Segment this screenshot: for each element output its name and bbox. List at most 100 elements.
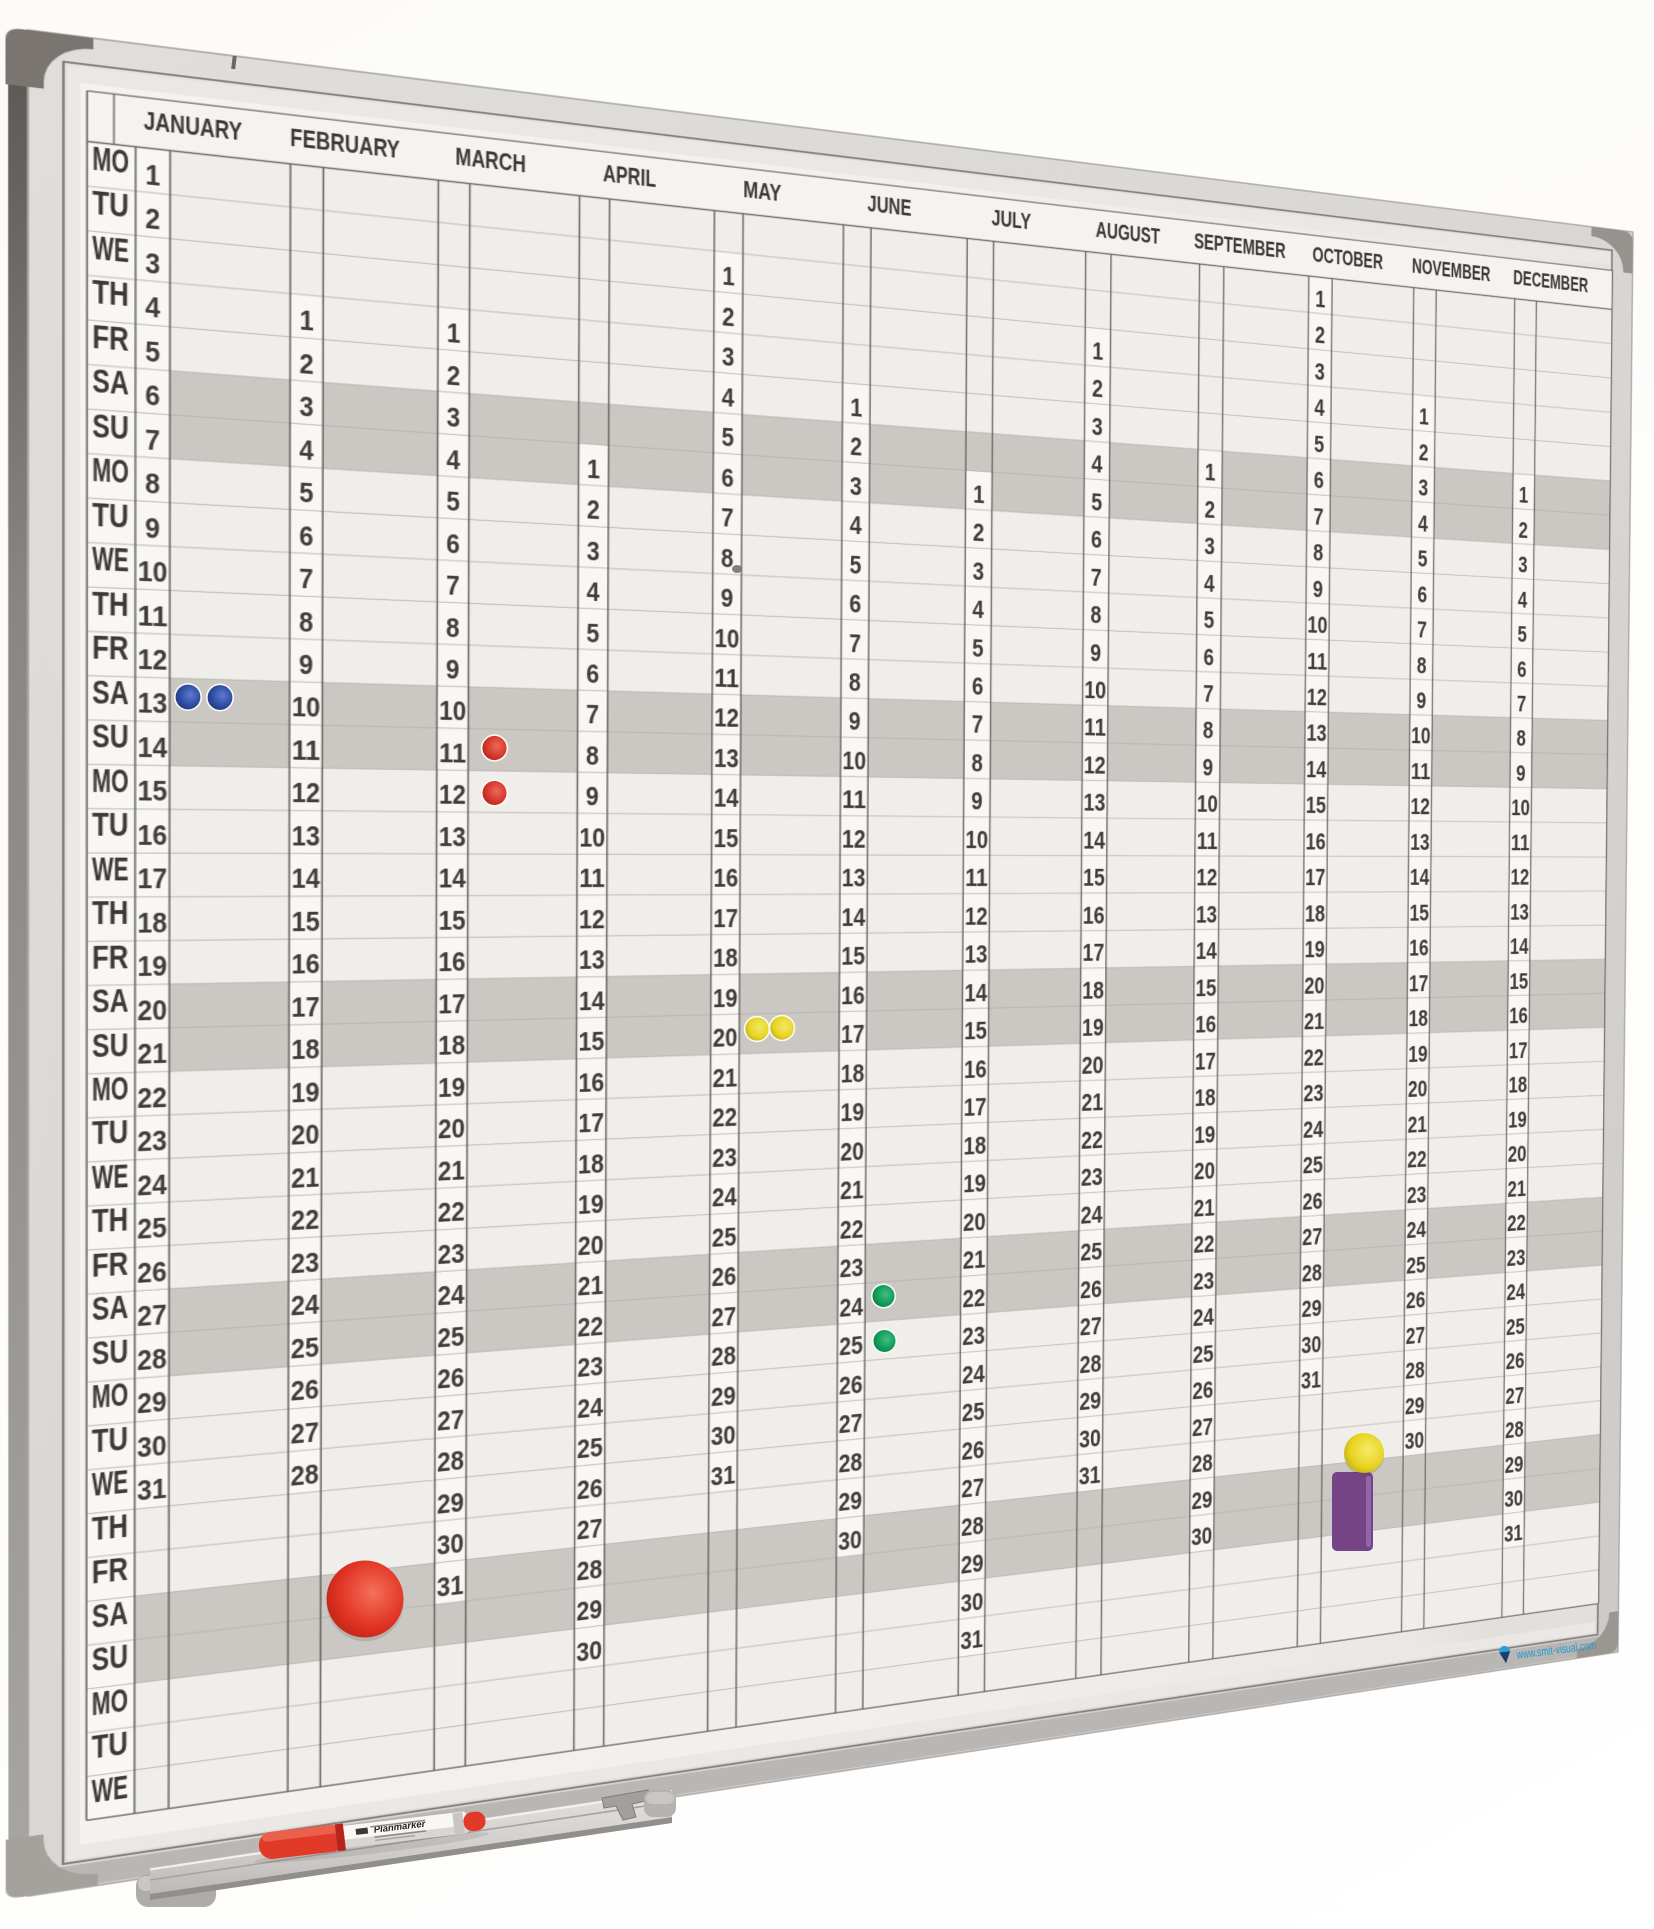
svg-text:2: 2 [145, 203, 160, 236]
svg-text:9: 9 [1090, 639, 1101, 667]
svg-text:2: 2 [1315, 322, 1325, 349]
svg-text:16: 16 [1083, 902, 1105, 929]
svg-text:26: 26 [1406, 1287, 1426, 1314]
svg-text:5: 5 [972, 634, 984, 662]
svg-text:24: 24 [291, 1290, 319, 1323]
svg-text:14: 14 [1196, 938, 1217, 965]
svg-text:4: 4 [1418, 511, 1428, 537]
svg-text:19: 19 [713, 984, 738, 1013]
svg-text:25: 25 [437, 1322, 464, 1354]
svg-text:15: 15 [1083, 865, 1105, 892]
svg-text:MO: MO [92, 1071, 128, 1108]
svg-text:16: 16 [578, 1068, 604, 1098]
svg-text:27: 27 [839, 1409, 863, 1439]
svg-text:21: 21 [137, 1039, 167, 1071]
svg-text:SA: SA [92, 364, 129, 403]
svg-text:MAY: MAY [743, 177, 781, 207]
svg-text:19: 19 [1082, 1015, 1104, 1043]
svg-text:20: 20 [578, 1231, 604, 1262]
svg-text:20: 20 [1408, 1077, 1428, 1103]
svg-text:5: 5 [849, 551, 861, 580]
svg-text:12: 12 [1196, 865, 1217, 892]
svg-text:14: 14 [1510, 934, 1529, 959]
svg-text:23: 23 [291, 1247, 319, 1279]
svg-text:30: 30 [1301, 1331, 1321, 1359]
svg-text:27: 27 [1302, 1224, 1322, 1251]
svg-text:1: 1 [587, 454, 600, 484]
svg-text:11: 11 [1511, 831, 1530, 856]
svg-text:11: 11 [1084, 714, 1106, 742]
svg-text:8: 8 [1090, 601, 1101, 629]
svg-text:17: 17 [964, 1094, 987, 1122]
svg-text:9: 9 [299, 650, 313, 681]
svg-text:21: 21 [1507, 1176, 1526, 1202]
svg-text:29: 29 [1505, 1451, 1524, 1478]
svg-text:28: 28 [1302, 1260, 1322, 1287]
svg-text:MO: MO [92, 1683, 128, 1723]
svg-text:9: 9 [1202, 754, 1213, 781]
svg-text:SA: SA [92, 674, 129, 711]
svg-text:15: 15 [438, 906, 465, 936]
svg-text:28: 28 [961, 1512, 984, 1542]
svg-text:26: 26 [839, 1371, 863, 1401]
svg-text:22: 22 [438, 1197, 465, 1228]
svg-text:WE: WE [92, 852, 129, 888]
svg-text:17: 17 [1305, 865, 1325, 891]
svg-text:13: 13 [1084, 790, 1106, 817]
svg-text:14: 14 [964, 979, 987, 1007]
svg-text:9: 9 [446, 655, 460, 686]
svg-text:19: 19 [963, 1170, 986, 1199]
svg-text:1: 1 [1519, 483, 1529, 509]
svg-text:12: 12 [1510, 865, 1529, 890]
svg-text:2: 2 [447, 360, 461, 391]
svg-text:30: 30 [711, 1421, 736, 1452]
svg-text:14: 14 [439, 864, 466, 894]
svg-text:7: 7 [299, 564, 313, 596]
svg-text:1: 1 [1419, 404, 1429, 430]
svg-text:30: 30 [838, 1525, 862, 1556]
svg-text:24: 24 [1407, 1217, 1427, 1244]
svg-text:JULY: JULY [992, 206, 1032, 235]
svg-text:21: 21 [1081, 1089, 1103, 1117]
svg-text:27: 27 [711, 1302, 736, 1332]
svg-text:7: 7 [1517, 692, 1527, 717]
svg-text:24: 24 [577, 1393, 603, 1424]
svg-text:13: 13 [965, 941, 988, 969]
svg-text:25: 25 [291, 1332, 319, 1365]
svg-text:7: 7 [721, 503, 734, 533]
svg-text:31: 31 [137, 1473, 167, 1507]
svg-text:13: 13 [439, 822, 466, 852]
svg-text:17: 17 [1509, 1038, 1528, 1064]
svg-text:20: 20 [1082, 1052, 1104, 1080]
svg-text:FR: FR [92, 1246, 128, 1284]
svg-text:18: 18 [1195, 1085, 1216, 1112]
svg-text:TU: TU [92, 1115, 128, 1152]
svg-text:12: 12 [1410, 794, 1430, 820]
svg-text:8: 8 [299, 607, 313, 638]
svg-text:10: 10 [1197, 791, 1218, 818]
svg-text:10: 10 [1511, 796, 1530, 821]
svg-text:3: 3 [145, 247, 160, 280]
svg-text:26: 26 [291, 1375, 319, 1408]
svg-text:17: 17 [1195, 1048, 1216, 1075]
svg-text:3: 3 [1204, 533, 1215, 560]
svg-text:31: 31 [1079, 1462, 1101, 1491]
svg-text:13: 13 [292, 821, 320, 852]
svg-text:14: 14 [1410, 865, 1430, 890]
svg-text:10: 10 [842, 747, 866, 776]
svg-text:9: 9 [1516, 761, 1526, 786]
svg-text:2: 2 [587, 495, 600, 525]
svg-text:MO: MO [92, 452, 129, 490]
svg-text:22: 22 [1507, 1211, 1526, 1237]
svg-text:15: 15 [1195, 975, 1216, 1002]
svg-text:16: 16 [137, 820, 167, 852]
svg-text:20: 20 [1508, 1142, 1527, 1168]
svg-text:24: 24 [1506, 1280, 1525, 1306]
svg-text:1: 1 [447, 318, 461, 349]
svg-text:2: 2 [1204, 496, 1215, 523]
svg-text:28: 28 [437, 1446, 464, 1478]
svg-text:27: 27 [1406, 1322, 1426, 1349]
svg-text:20: 20 [963, 1208, 986, 1237]
svg-text:21: 21 [1194, 1194, 1215, 1222]
svg-text:16: 16 [713, 864, 738, 893]
